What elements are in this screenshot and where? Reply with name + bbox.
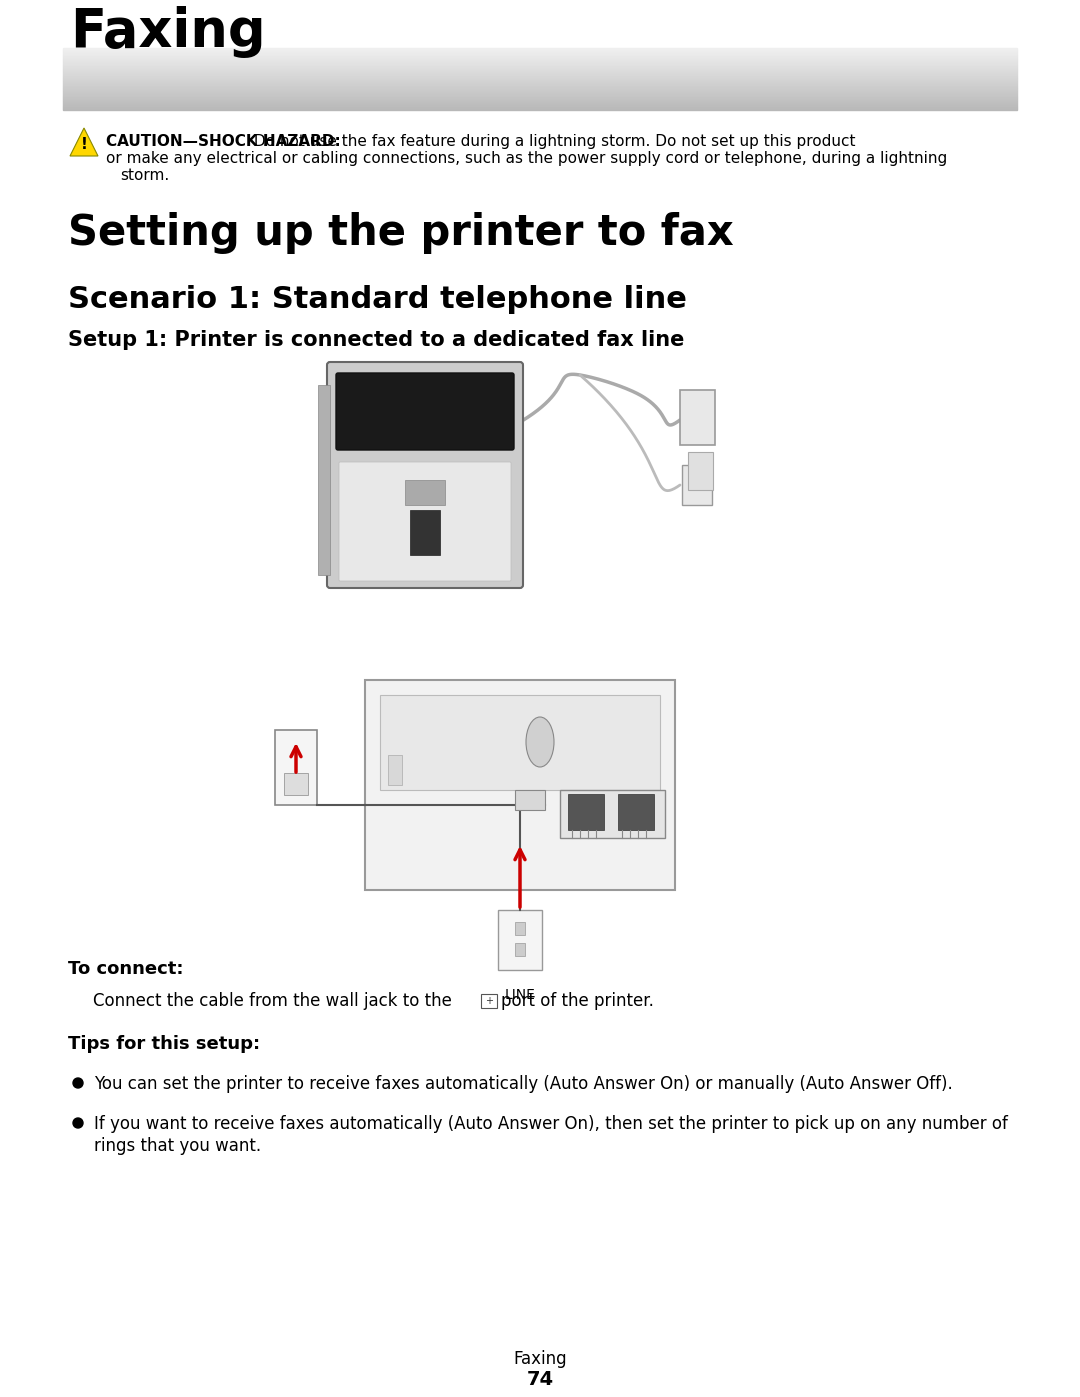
Text: Setting up the printer to fax: Setting up the printer to fax — [68, 212, 733, 254]
Text: You can set the printer to receive faxes automatically (Auto Answer On) or manua: You can set the printer to receive faxes… — [94, 1076, 953, 1092]
Text: Do not use the fax feature during a lightning storm. Do not set up this product: Do not use the fax feature during a ligh… — [248, 134, 855, 149]
Text: If you want to receive faxes automatically (Auto Answer On), then set the printe: If you want to receive faxes automatical… — [94, 1115, 1008, 1133]
FancyBboxPatch shape — [339, 462, 511, 581]
Text: 74: 74 — [526, 1370, 554, 1389]
FancyBboxPatch shape — [410, 510, 440, 555]
Text: or make any electrical or cabling connections, such as the power supply cord or : or make any electrical or cabling connec… — [106, 151, 947, 166]
FancyBboxPatch shape — [405, 481, 445, 504]
Circle shape — [73, 1118, 83, 1127]
Text: Connect the cable from the wall jack to the: Connect the cable from the wall jack to … — [93, 992, 451, 1010]
Text: To connect:: To connect: — [68, 960, 184, 978]
FancyBboxPatch shape — [481, 995, 497, 1009]
FancyBboxPatch shape — [275, 731, 318, 805]
FancyBboxPatch shape — [327, 362, 523, 588]
FancyBboxPatch shape — [365, 680, 675, 890]
Text: Faxing: Faxing — [70, 6, 266, 59]
FancyBboxPatch shape — [388, 754, 402, 785]
Text: storm.: storm. — [120, 168, 170, 183]
Text: Tips for this setup:: Tips for this setup: — [68, 1035, 260, 1053]
FancyBboxPatch shape — [561, 789, 665, 838]
FancyBboxPatch shape — [515, 922, 525, 935]
FancyBboxPatch shape — [380, 694, 660, 789]
Text: Setup 1: Printer is connected to a dedicated fax line: Setup 1: Printer is connected to a dedic… — [68, 330, 685, 351]
FancyBboxPatch shape — [318, 386, 330, 576]
Polygon shape — [70, 129, 98, 156]
Text: Faxing: Faxing — [513, 1350, 567, 1368]
Text: +: + — [485, 996, 492, 1006]
FancyBboxPatch shape — [336, 373, 514, 450]
Text: !: ! — [81, 137, 87, 152]
Text: rings that you want.: rings that you want. — [94, 1137, 261, 1155]
FancyBboxPatch shape — [618, 793, 654, 830]
FancyBboxPatch shape — [568, 793, 604, 830]
Text: LINE: LINE — [504, 988, 536, 1002]
Text: Scenario 1: Standard telephone line: Scenario 1: Standard telephone line — [68, 285, 687, 314]
FancyBboxPatch shape — [681, 465, 712, 504]
FancyBboxPatch shape — [688, 453, 713, 490]
Circle shape — [73, 1078, 83, 1088]
FancyBboxPatch shape — [498, 909, 542, 970]
FancyBboxPatch shape — [515, 789, 545, 810]
FancyBboxPatch shape — [515, 943, 525, 956]
Ellipse shape — [526, 717, 554, 767]
Text: CAUTION—SHOCK HAZARD:: CAUTION—SHOCK HAZARD: — [106, 134, 341, 149]
FancyBboxPatch shape — [680, 390, 715, 446]
FancyBboxPatch shape — [284, 773, 308, 795]
Text: port of the printer.: port of the printer. — [501, 992, 653, 1010]
